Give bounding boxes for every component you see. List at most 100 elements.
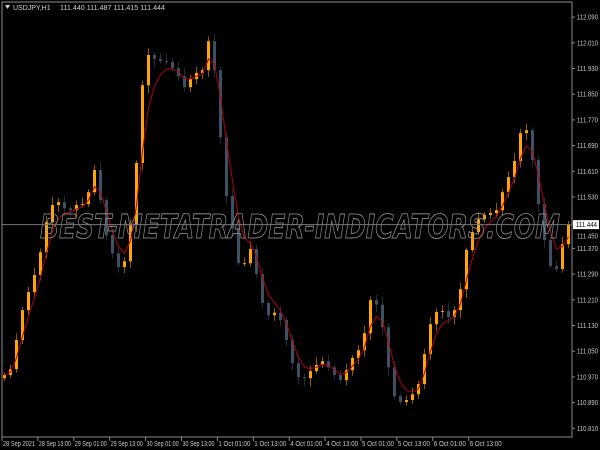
candle-body [267, 303, 270, 316]
bear-candle [117, 245, 120, 273]
time-tick-label: 28 Sep 2021 [3, 441, 35, 448]
candle-body [159, 58, 162, 62]
candle-body [183, 76, 186, 88]
candle-body [525, 130, 528, 134]
price-tick-label: 110.810 [577, 426, 598, 433]
candle-body [417, 383, 420, 395]
candle-body [489, 213, 492, 216]
price-tick-label: 111.450 [577, 234, 598, 241]
candle-body [543, 204, 546, 241]
price-tick-label: 111.770 [577, 117, 598, 124]
candle-body [99, 170, 102, 201]
bear-candle [327, 354, 330, 371]
candle-body [273, 312, 276, 316]
candle-body [399, 396, 402, 402]
bull-candle [93, 164, 96, 196]
candle-body [369, 300, 372, 334]
candle-body [387, 327, 390, 368]
current-price-label: 111.444 [576, 222, 597, 229]
bull-candle [81, 197, 84, 208]
candle-body [117, 253, 120, 268]
candle-body [279, 312, 282, 321]
chart-frame [1, 1, 573, 438]
candle-body [429, 324, 432, 355]
symbol-label: USDJPY,H1 [13, 5, 51, 12]
candle-body [315, 365, 318, 372]
candle-body [69, 208, 72, 211]
candle-body [471, 232, 474, 251]
bear-candle [99, 162, 102, 205]
triangle-down-icon[interactable] [5, 5, 10, 9]
candle-body [423, 354, 426, 384]
candle-body [237, 228, 240, 264]
bear-candle [375, 294, 378, 313]
candle-body [135, 162, 138, 225]
chart-header: USDJPY,H1 111.440 111.487 111.415 111.44… [5, 5, 165, 12]
candle-body [327, 361, 330, 368]
bull-candle [369, 296, 372, 341]
candle-body [81, 204, 84, 206]
candle-body [441, 311, 444, 313]
candle-body [15, 339, 18, 370]
candle-body [141, 85, 144, 163]
bull-candle [57, 197, 60, 213]
candle-body [105, 200, 108, 236]
candle-body [291, 339, 294, 364]
candle-body [357, 350, 360, 358]
candle-body [45, 222, 48, 253]
bear-candle [153, 51, 156, 68]
time-tick-label: 4 Oct 13:00 [326, 441, 358, 448]
bull-candle [51, 197, 54, 229]
moving-average-line [4, 58, 569, 393]
bull-candle [135, 160, 138, 232]
candle-body [231, 196, 234, 229]
bull-candle [495, 202, 498, 218]
bear-candle [159, 53, 162, 64]
candle-body [465, 250, 468, 290]
candle-body [495, 210, 498, 214]
bull-candle [465, 247, 468, 298]
candle-body [537, 160, 540, 205]
time-tick-label: 1 Oct 13:00 [254, 441, 286, 448]
candle-body [333, 367, 336, 375]
bull-candle [471, 227, 474, 253]
bear-candle [105, 196, 108, 240]
candle-body [519, 133, 522, 162]
price-tick-label: 111.210 [577, 297, 598, 304]
candle-body [435, 312, 438, 325]
price-tick-label: 111.130 [577, 323, 598, 330]
bull-candle [75, 200, 78, 219]
price-tick-label: 111.290 [577, 272, 598, 279]
candle-body [447, 311, 450, 318]
bull-candle [411, 387, 414, 405]
time-tick-label: 28 Sep 13:00 [39, 441, 71, 448]
candle-body [345, 370, 348, 381]
candle-body [63, 202, 66, 209]
candle-body [381, 304, 384, 328]
bull-candle [441, 305, 444, 319]
price-tick-label: 112.090 [577, 15, 598, 22]
candle-body [213, 41, 216, 71]
bull-candle [27, 286, 30, 315]
candle-body [453, 310, 456, 318]
bear-candle [279, 305, 282, 327]
bull-candle [459, 282, 462, 319]
time-tick-label: 29 Sep 01:00 [75, 441, 107, 448]
bear-candle [531, 127, 534, 168]
bull-candle [423, 348, 426, 390]
candle-body [477, 219, 480, 233]
candle-body [39, 252, 42, 276]
bear-candle [333, 364, 336, 380]
bear-candle [183, 68, 186, 92]
price-tick-label: 112.010 [577, 40, 598, 47]
candle-body [483, 215, 486, 220]
candle-body [297, 363, 300, 378]
bull-candle [567, 220, 570, 249]
bear-candle [171, 58, 174, 72]
candle-body [201, 70, 204, 74]
candle-body [165, 61, 168, 63]
bull-candle [189, 74, 192, 93]
price-tick-label: 111.050 [577, 349, 598, 356]
bear-candle [381, 296, 384, 336]
